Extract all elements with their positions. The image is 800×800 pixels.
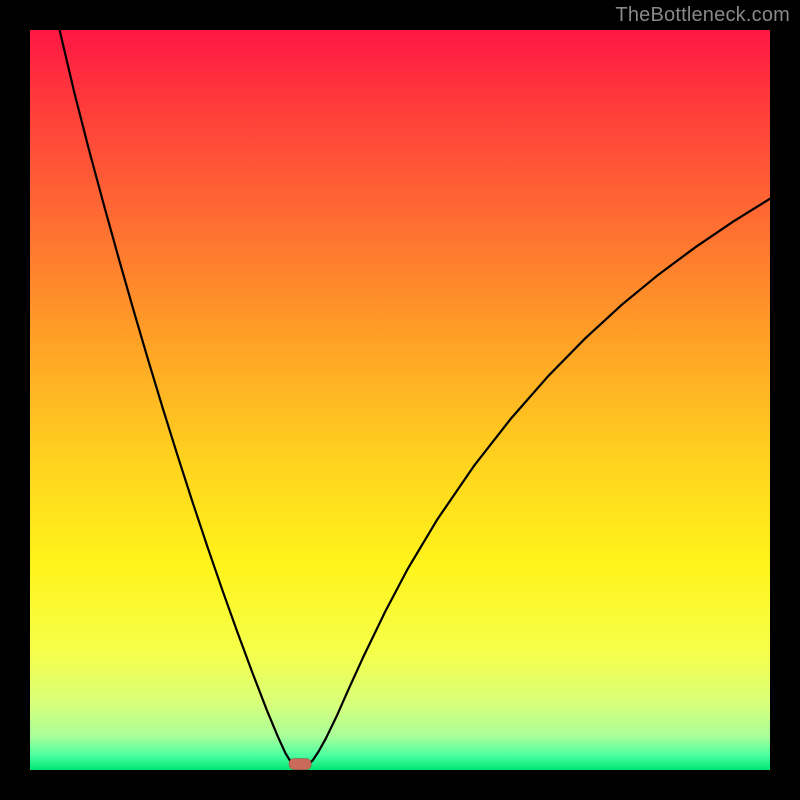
plot-area — [30, 30, 770, 770]
watermark-text: TheBottleneck.com — [615, 4, 790, 27]
gradient-background — [30, 30, 770, 770]
chart-frame: TheBottleneck.com — [0, 0, 800, 800]
optimal-point-marker — [289, 759, 311, 770]
bottleneck-chart — [30, 30, 770, 770]
